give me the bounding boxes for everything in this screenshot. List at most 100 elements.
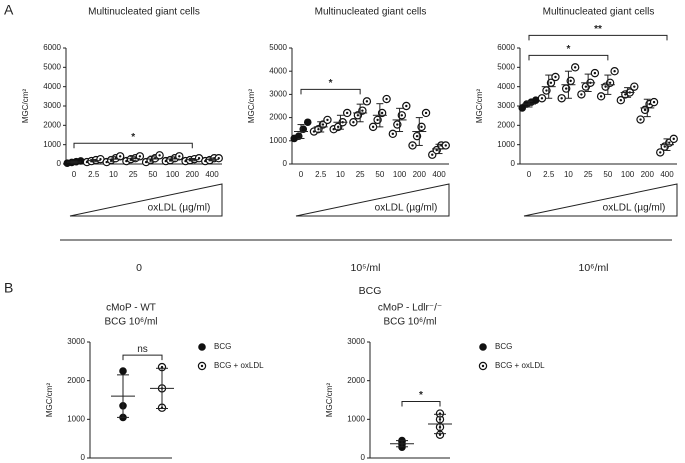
error-bar (117, 374, 129, 418)
panel-label: A (4, 2, 14, 18)
marker-dot (405, 104, 408, 108)
error-bar (208, 157, 216, 162)
marker-dot (380, 111, 384, 115)
error-bar (188, 157, 196, 162)
significance-bracket (528, 54, 609, 61)
panel-label: B (4, 280, 13, 296)
marker-dot (178, 155, 181, 158)
data-point (155, 151, 164, 160)
x-tick-label: 100 (393, 170, 407, 179)
data-point (590, 68, 600, 78)
y-tick-label: 1000 (43, 140, 61, 149)
data-point (368, 122, 378, 132)
y-tick-label: 6000 (43, 43, 61, 52)
marker-dot (580, 93, 583, 96)
marker-dot (345, 111, 349, 115)
x-tick-label: 400 (205, 170, 219, 179)
y-tick-label: 0 (81, 453, 86, 462)
condition-label: 10⁶/ml (579, 262, 609, 274)
data-point (557, 94, 566, 103)
y-tick-label: 6000 (497, 43, 515, 52)
data-point (299, 125, 308, 133)
marker-dot (326, 118, 329, 122)
y-tick-label: 3000 (347, 337, 365, 346)
marker-dot (593, 71, 597, 75)
y-tick-label: 3000 (269, 90, 287, 99)
significance-bracket (401, 401, 441, 407)
chart-subtitle: BCG 10⁶/ml (383, 317, 436, 328)
marker-dot (160, 365, 164, 369)
y-tick-label: 3000 (67, 337, 85, 346)
marker-dot (356, 114, 360, 117)
marker-dot (659, 151, 662, 154)
x-tick-label: 0 (72, 170, 77, 179)
error-bar (584, 73, 592, 92)
x-tick-label: 50 (148, 170, 157, 179)
marker-dot (138, 155, 142, 158)
y-axis-label: MGC/cm² (247, 89, 256, 124)
error-bar (604, 74, 612, 95)
marker-dot (415, 134, 419, 138)
marker-dot (663, 145, 666, 148)
x-axis-label: oxLDL (µg/ml) (148, 203, 211, 214)
data-point (323, 115, 332, 125)
marker (479, 343, 487, 351)
data-point (669, 134, 678, 144)
data-point (119, 367, 127, 375)
y-tick-label: 0 (283, 159, 288, 168)
y-tick-label: 5000 (43, 62, 61, 71)
x-tick-label: 50 (603, 170, 612, 179)
data-point (362, 97, 372, 106)
marker-dot (668, 141, 671, 144)
error-bar (396, 440, 408, 448)
marker-dot (584, 85, 588, 88)
y-axis-label: MGC/cm² (325, 383, 334, 418)
significance-label: * (329, 78, 333, 89)
significance-bracket (300, 88, 361, 95)
chart-title: cMoP - Ldlr⁻/⁻ (378, 303, 442, 314)
error-bar (90, 158, 98, 163)
significance-bracket (73, 142, 193, 149)
x-tick-label: 25 (129, 170, 138, 179)
error-bar (156, 367, 168, 410)
marker-dot (420, 125, 423, 129)
marker-dot (352, 121, 355, 124)
marker-dot (431, 153, 434, 156)
error-bar (169, 156, 177, 162)
marker-dot (545, 89, 548, 92)
error-bar (643, 98, 651, 118)
marker (294, 132, 303, 140)
data-point (636, 115, 645, 124)
y-tick-label: 1000 (497, 140, 515, 149)
y-tick-label: 5000 (269, 43, 287, 52)
marker-dot (371, 125, 375, 129)
data-point (388, 129, 398, 139)
marker-dot (217, 157, 220, 160)
x-tick-label: 400 (432, 170, 446, 179)
x-tick-label: 2.5 (315, 170, 327, 179)
x-tick-label: 200 (186, 170, 200, 179)
marker-dot (435, 148, 438, 152)
marker-dot (99, 157, 102, 161)
y-tick-label: 4000 (43, 82, 61, 91)
significance-bracket (528, 34, 668, 41)
error-bar (396, 107, 404, 133)
error-bar (356, 103, 364, 123)
marker-dot (643, 108, 647, 112)
data-point (630, 82, 639, 91)
marker-dot (332, 128, 335, 131)
error-bar (149, 155, 157, 163)
x-tick-label: 50 (375, 170, 384, 179)
marker-dot (312, 130, 316, 133)
data-point (408, 141, 417, 150)
significance-label: * (566, 44, 570, 55)
x-tick-label: 25 (356, 170, 365, 179)
y-axis-label: MGC/cm² (45, 383, 54, 418)
marker-dot (411, 144, 414, 147)
y-tick-label: 2000 (497, 120, 515, 129)
marker (303, 118, 312, 127)
error-bar (435, 143, 443, 155)
error-bar (525, 100, 533, 108)
data-point (570, 63, 580, 72)
y-tick-label: 0 (57, 159, 62, 168)
